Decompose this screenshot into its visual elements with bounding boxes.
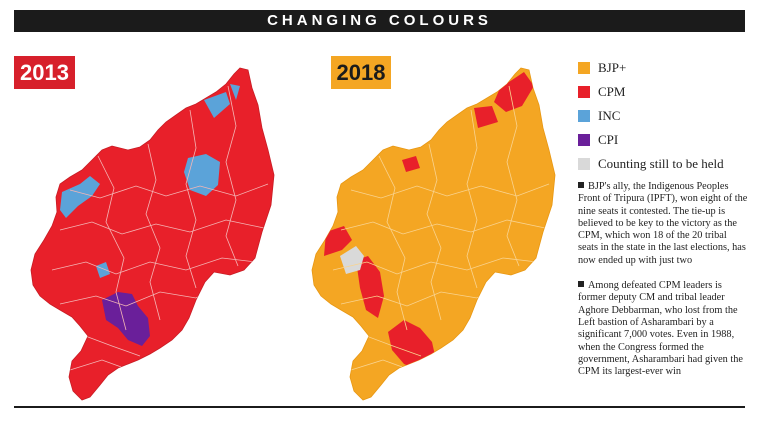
bullet-icon	[578, 182, 584, 188]
note-ipft: BJP's ally, the Indigenous Peoples Front…	[578, 181, 748, 267]
legend-swatch	[578, 158, 590, 170]
legend-label: CPM	[598, 84, 626, 99]
legend-label: INC	[598, 108, 621, 123]
map-2018-cpm-region	[494, 72, 534, 112]
map-2013-inc-region	[96, 262, 110, 278]
map-2013-cpi-region	[102, 292, 150, 346]
map-2013-inc-region	[204, 92, 230, 118]
legend-item-cpm: CPM	[578, 80, 724, 104]
legend-swatch	[578, 134, 590, 146]
legend-label: CPI	[598, 132, 619, 147]
map-2018-cpm-region	[324, 226, 352, 256]
bullet-icon	[578, 281, 584, 288]
legend-swatch	[578, 62, 590, 74]
year-badge-2013: 2013	[14, 56, 75, 89]
note-text: BJP's ally, the Indigenous Peoples Front…	[578, 181, 748, 266]
map-2013	[30, 67, 275, 401]
title-bar: CHANGING COLOURS	[14, 10, 745, 32]
legend-item-cpi: CPI	[578, 128, 724, 152]
note-text: Among defeated CPM leaders is former dep…	[578, 280, 743, 378]
map-2018-cpm-region	[474, 106, 498, 128]
legend-item-inc: INC	[578, 104, 724, 128]
map-2013-boundaries	[51, 85, 269, 371]
notes: BJP's ally, the Indigenous Peoples Front…	[578, 181, 748, 391]
map-2018-cpm-region	[402, 156, 420, 172]
map-2018	[311, 67, 556, 401]
title: CHANGING COLOURS	[267, 12, 492, 29]
map-2013-inc-region	[230, 84, 240, 100]
legend-swatch	[578, 86, 590, 98]
map-2018-cpm-region	[356, 256, 384, 318]
legend-item-bjp: BJP+	[578, 56, 724, 80]
legend-label: Counting still to be held	[598, 156, 724, 171]
legend-label: BJP+	[598, 60, 627, 75]
bottom-rule	[14, 406, 745, 408]
map-2013-inc-region	[60, 176, 100, 218]
map-2013-outline	[30, 67, 275, 401]
note-debbarman: Among defeated CPM leaders is former dep…	[578, 280, 748, 378]
legend-item-pending: Counting still to be held	[578, 152, 724, 176]
map-2013-inc-region	[184, 154, 220, 196]
legend: BJP+ CPM INC CPI Counting still to be he…	[578, 56, 724, 176]
year-badge-2018: 2018	[331, 56, 391, 89]
legend-swatch	[578, 110, 590, 122]
